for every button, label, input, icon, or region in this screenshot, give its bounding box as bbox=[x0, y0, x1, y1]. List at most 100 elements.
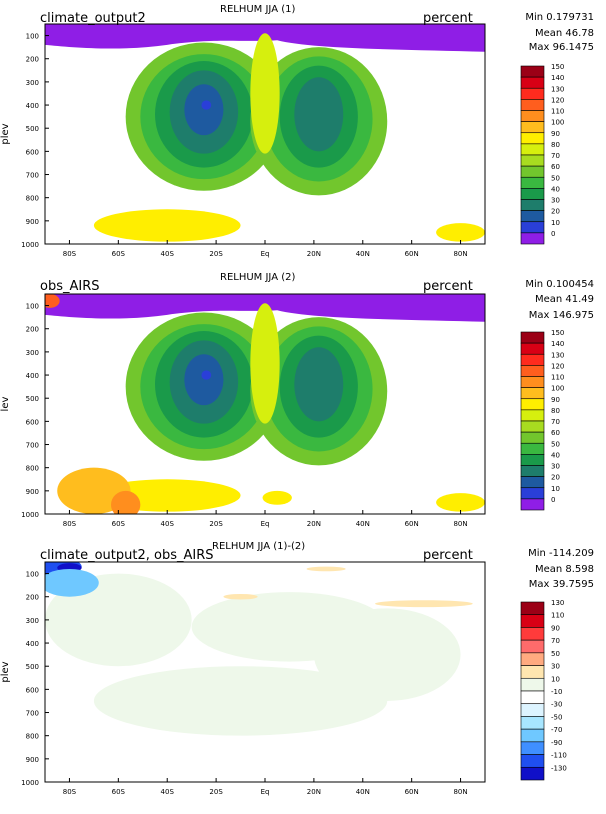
x-tick-label: 80N bbox=[453, 250, 467, 258]
units-label: percent bbox=[423, 11, 473, 26]
colorbar-label: -30 bbox=[551, 701, 562, 709]
contour-plot-model: 80S 60S 40S 20S Eq 20N 40N 60N 80N10020030040050… bbox=[0, 23, 564, 258]
colorbar-swatch bbox=[520, 741, 545, 755]
colorbar-swatch bbox=[520, 376, 545, 388]
colorbar-label: -110 bbox=[551, 752, 567, 760]
colorbar-label: 90 bbox=[551, 624, 560, 632]
colorbar-label: 70 bbox=[551, 418, 560, 426]
colorbar-label: 120 bbox=[551, 362, 564, 370]
colorbar-label: 10 bbox=[551, 675, 560, 683]
case-name: climate_output2 bbox=[40, 11, 146, 26]
colorbar-swatch bbox=[520, 627, 545, 641]
colorbar-label: 130 bbox=[551, 85, 564, 93]
y-tick-label: 600 bbox=[26, 686, 39, 694]
colorbar-label: -10 bbox=[551, 688, 562, 696]
colorbar-label: 20 bbox=[551, 474, 560, 482]
stat-max: Max 96.1475 bbox=[528, 42, 594, 53]
y-tick-label: 600 bbox=[26, 418, 39, 426]
colorbar-swatch bbox=[520, 188, 545, 200]
panel-difference: 80S 60S 40S 20S Eq 20N 40N 60N 80N 100 200 300 400 50… bbox=[0, 540, 606, 814]
colorbar-label: 80 bbox=[551, 141, 560, 149]
colorbar-label: 30 bbox=[551, 197, 560, 205]
x-tick-label: 20N bbox=[307, 250, 321, 258]
colorbar-swatch bbox=[520, 342, 545, 355]
colorbar-label: 140 bbox=[551, 340, 564, 348]
y-tick-label: 800 bbox=[26, 195, 39, 203]
colorbar-label: 50 bbox=[551, 440, 560, 448]
y-tick-label: 500 bbox=[26, 395, 39, 403]
x-tick-label: 60S bbox=[112, 520, 126, 528]
plot-title: RELHUM JJA (1)-(2) bbox=[212, 541, 306, 552]
colorbar-label: 100 bbox=[551, 119, 564, 127]
colorbar-label: 110 bbox=[551, 108, 564, 116]
x-tick-label: 20S bbox=[209, 520, 223, 528]
colorbar-swatch bbox=[520, 716, 545, 730]
y-tick-label: 800 bbox=[26, 465, 39, 473]
x-tick-label: 80S bbox=[63, 520, 77, 528]
y-tick-label: 100 bbox=[26, 303, 39, 311]
colorbar-swatch bbox=[520, 110, 545, 122]
y-tick-label: 400 bbox=[26, 640, 39, 648]
y-tick-label: 200 bbox=[26, 326, 39, 334]
plot-area bbox=[45, 562, 473, 736]
colorbar-swatch bbox=[520, 703, 545, 717]
y-tick-label: 800 bbox=[26, 733, 39, 741]
colorbar-swatch bbox=[520, 353, 545, 366]
colorbar-swatch bbox=[520, 199, 545, 211]
x-tick-label: Eq bbox=[261, 250, 270, 258]
colorbar-label: 70 bbox=[551, 637, 560, 645]
colorbar-label: 50 bbox=[551, 650, 560, 658]
south-dry-center bbox=[201, 370, 212, 380]
x-tick-label: 80N bbox=[453, 788, 467, 796]
south-moist-patch bbox=[93, 209, 241, 242]
x-tick-label: 80S bbox=[63, 788, 77, 796]
y-axis-label: plev bbox=[0, 123, 11, 144]
x-tick-label: 20N bbox=[307, 520, 321, 528]
colorbar-swatch bbox=[520, 398, 545, 411]
colorbar-swatch bbox=[520, 87, 545, 100]
y-tick-label: 400 bbox=[26, 372, 39, 380]
north-dry-core bbox=[294, 77, 344, 152]
colorbar-swatch bbox=[520, 601, 545, 616]
y-tick-label: 900 bbox=[26, 218, 39, 226]
diff-positive-3 bbox=[375, 600, 473, 608]
colorbar-label: -90 bbox=[551, 739, 562, 747]
colorbar-swatch bbox=[520, 498, 545, 511]
stat-min: Min 0.179731 bbox=[525, 12, 594, 23]
colorbar-swatch bbox=[520, 132, 545, 145]
y-tick-label: 500 bbox=[26, 125, 39, 133]
contour-plot-difference: 80S 60S 40S 20S Eq 20N 40N 60N 80N 100 200 300 400 50… bbox=[0, 561, 567, 796]
colorbar-swatch bbox=[520, 210, 545, 223]
colorbar-label: 50 bbox=[551, 174, 560, 182]
colorbar-swatch bbox=[520, 487, 545, 500]
y-tick-label: 700 bbox=[26, 710, 39, 718]
y-tick-label: 1000 bbox=[21, 241, 39, 249]
colorbar-swatch bbox=[520, 143, 545, 156]
diff-light-south bbox=[45, 573, 192, 667]
colorbar-swatch bbox=[520, 766, 545, 781]
case-name: obs_AIRS bbox=[40, 279, 100, 294]
x-tick-label: Eq bbox=[261, 788, 270, 796]
equator-moist-patch bbox=[262, 490, 292, 505]
colorbar-label: -70 bbox=[551, 726, 562, 734]
colorbar-label: 150 bbox=[551, 63, 564, 71]
stat-mean: Mean 46.78 bbox=[534, 28, 594, 39]
y-tick-label: 200 bbox=[26, 594, 39, 602]
case-name: climate_output2, obs_AIRS bbox=[40, 548, 214, 563]
colorbar-swatch bbox=[520, 728, 545, 743]
colorbar-swatch bbox=[520, 176, 545, 189]
colorbar-swatch bbox=[520, 690, 545, 705]
colorbar-label: -130 bbox=[551, 764, 567, 772]
colorbar-swatch bbox=[520, 476, 545, 489]
x-tick-label: 40N bbox=[356, 520, 370, 528]
stat-mean: Mean 8.598 bbox=[534, 564, 594, 575]
colorbar-label: 130 bbox=[551, 599, 564, 607]
y-tick-label: 300 bbox=[26, 617, 39, 625]
colorbar-label: 0 bbox=[551, 496, 555, 504]
y-tick-label: 600 bbox=[26, 148, 39, 156]
colorbar-label: 110 bbox=[551, 374, 564, 382]
colorbar-label: 140 bbox=[551, 74, 564, 82]
colorbar-label: 60 bbox=[551, 163, 560, 171]
south-dry-center bbox=[201, 100, 212, 110]
y-axis-label: plev bbox=[0, 661, 11, 682]
